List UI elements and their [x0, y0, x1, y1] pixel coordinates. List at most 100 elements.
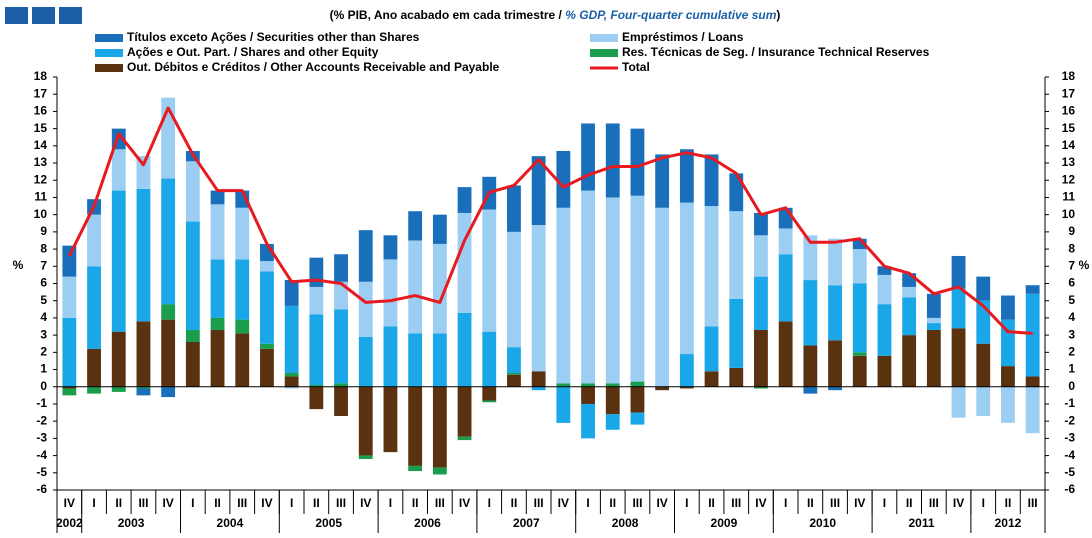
bar-segment [482, 400, 497, 403]
x-tick-label: III [632, 496, 642, 510]
x-tick-label: II [807, 496, 814, 510]
bar-segment [1025, 386, 1040, 434]
bar-segment [729, 173, 744, 212]
y-tick-label: 7 [40, 258, 47, 272]
bar-segment [383, 326, 398, 387]
bar-segment [852, 352, 867, 356]
bar-segment [210, 329, 225, 387]
bar-segment [111, 386, 126, 392]
bar-segment [605, 386, 620, 415]
y2-tick-label: -6 [1064, 482, 1075, 496]
bar-segment [852, 238, 867, 250]
year-label: 2002 [56, 516, 83, 530]
bar-segment [803, 280, 818, 346]
bar-segment [309, 286, 324, 315]
bar-segment [852, 355, 867, 387]
y2-tick-label: 14 [1062, 138, 1076, 152]
x-tick-label: III [336, 496, 346, 510]
bar-segment [482, 331, 497, 387]
x-tick-label: I [389, 496, 392, 510]
x-tick-label: I [191, 496, 194, 510]
year-label: 2012 [995, 516, 1022, 530]
bar-segment [926, 329, 941, 387]
bar-segment [161, 304, 176, 320]
year-label: 2008 [612, 516, 639, 530]
bar-segment [284, 372, 299, 377]
bar-segment [87, 266, 101, 349]
bar-segment [778, 228, 793, 255]
bar-segment [704, 326, 719, 372]
bar-segment [334, 254, 348, 282]
y-tick-label: 5 [40, 293, 47, 307]
y-tick-label: 0 [40, 379, 47, 393]
bar-segment [235, 319, 250, 334]
bar-segment [408, 465, 423, 472]
bar-segment [210, 259, 225, 318]
bar-segment [754, 212, 768, 236]
y2-tick-label: 17 [1062, 86, 1076, 100]
y-tick-label: 14 [34, 138, 48, 152]
y2-tick-label: 8 [1068, 241, 1075, 255]
x-tick-label: I [982, 496, 985, 510]
y-tick-label: 3 [40, 327, 47, 341]
bar-segment [136, 321, 151, 387]
title-end: ) [776, 8, 780, 22]
y2-tick-label: -2 [1064, 413, 1075, 427]
bar-segment [828, 285, 842, 341]
bar-segment [185, 329, 200, 343]
bar-segment [951, 255, 966, 289]
legend-swatch [590, 49, 618, 57]
bar-segment [754, 276, 768, 330]
legend-swatch [95, 64, 123, 72]
bar-segment [655, 207, 670, 387]
bar-segment [260, 343, 274, 349]
y2-tick-label: 7 [1068, 258, 1075, 272]
x-tick-label: IV [261, 496, 272, 510]
x-tick-label: II [1005, 496, 1012, 510]
legend-label: Títulos exceto Ações / Securities other … [127, 30, 420, 44]
bar-segment [556, 383, 571, 387]
x-tick-label: I [784, 496, 787, 510]
bar-segment [185, 342, 200, 387]
bar-segment [408, 333, 423, 387]
y-axis-label: % [13, 258, 24, 272]
bar-segment [655, 386, 670, 391]
x-tick-label: II [511, 496, 518, 510]
bar-segment [902, 286, 917, 298]
bar-segment [358, 230, 373, 282]
bar-segment [581, 386, 595, 404]
y2-tick-label: 16 [1062, 104, 1076, 118]
bar-segment [161, 178, 176, 305]
bar-segment [655, 154, 670, 208]
year-label: 2011 [908, 516, 934, 530]
y2-tick-label: 9 [1068, 224, 1075, 238]
bar-segment [284, 376, 299, 387]
bar-segment [630, 381, 645, 387]
x-tick-label: III [1028, 496, 1038, 510]
y-tick-label: 8 [40, 241, 47, 255]
bar-segment [62, 388, 77, 396]
legend-label: Ações e Out. Part. / Shares and other Eq… [127, 45, 379, 59]
year-label: 2003 [118, 516, 145, 530]
year-label: 2010 [809, 516, 836, 530]
y-tick-label: -5 [36, 465, 47, 479]
bar-segment [556, 386, 571, 423]
bar-segment [383, 235, 398, 260]
x-tick-label: IV [64, 496, 75, 510]
logo-square [5, 7, 28, 24]
bar-segment [87, 214, 101, 267]
x-tick-label: II [412, 496, 419, 510]
bar-segment [210, 204, 225, 260]
logo-square [59, 7, 82, 24]
x-tick-label: II [708, 496, 715, 510]
bar-segment [605, 383, 620, 387]
bar-segment [358, 386, 373, 456]
bar-segment [1025, 293, 1040, 377]
x-tick-label: II [214, 496, 221, 510]
y2-tick-label: -5 [1064, 465, 1075, 479]
y2-tick-label: 10 [1062, 207, 1076, 221]
bar-segment [334, 309, 348, 384]
bar-segment [482, 386, 497, 401]
y-tick-label: -6 [36, 482, 47, 496]
bar-segment [976, 343, 991, 387]
